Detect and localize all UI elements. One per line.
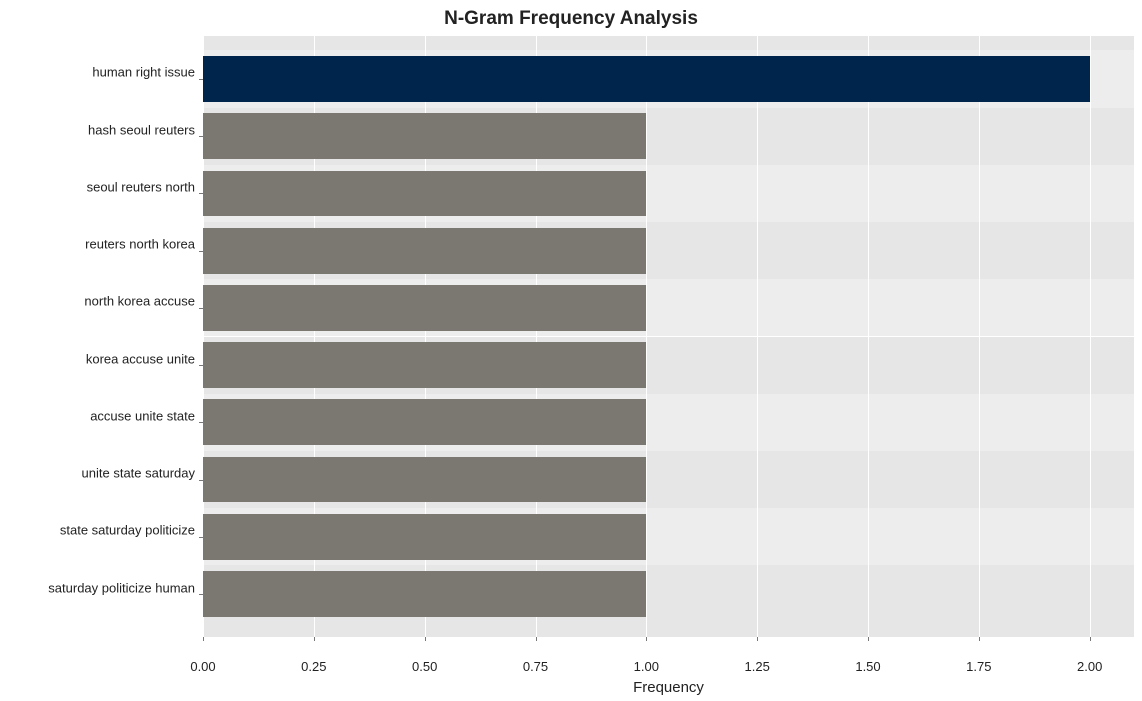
bar: [203, 56, 1090, 102]
y-tick: [199, 422, 203, 423]
bar: [203, 457, 646, 503]
y-tick: [199, 79, 203, 80]
x-tick-label: 0.25: [301, 637, 326, 674]
x-tick-label: 1.50: [855, 637, 880, 674]
x-axis-title: Frequency: [633, 637, 704, 696]
x-tick-label: 0.00: [190, 637, 215, 674]
y-tick: [199, 308, 203, 309]
bar: [203, 285, 646, 331]
grid-band: [203, 36, 1134, 50]
bar: [203, 228, 646, 274]
bar: [203, 113, 646, 159]
y-tick: [199, 537, 203, 538]
y-tick: [199, 251, 203, 252]
grid-vline: [646, 36, 647, 637]
y-tick: [199, 480, 203, 481]
x-tick-label: 2.00: [1077, 637, 1102, 674]
x-tick-label: 1.75: [966, 637, 991, 674]
x-tick-label: 1.25: [745, 637, 770, 674]
x-tick-label: 0.75: [523, 637, 548, 674]
bar: [203, 571, 646, 617]
ngram-chart: N-Gram Frequency Analysis 0.000.250.500.…: [0, 0, 1142, 701]
grid-vline: [979, 36, 980, 637]
grid-vline: [1090, 36, 1091, 637]
bar: [203, 514, 646, 560]
y-tick: [199, 365, 203, 366]
plot-area: 0.000.250.500.751.001.251.501.752.00huma…: [203, 36, 1134, 637]
bar: [203, 171, 646, 217]
y-tick: [199, 136, 203, 137]
grid-vline: [757, 36, 758, 637]
bar: [203, 399, 646, 445]
x-tick-label: 0.50: [412, 637, 437, 674]
grid-vline: [868, 36, 869, 637]
y-tick: [199, 594, 203, 595]
y-tick: [199, 193, 203, 194]
grid-band: [203, 623, 1134, 637]
chart-title: N-Gram Frequency Analysis: [0, 8, 1142, 30]
bar: [203, 342, 646, 388]
